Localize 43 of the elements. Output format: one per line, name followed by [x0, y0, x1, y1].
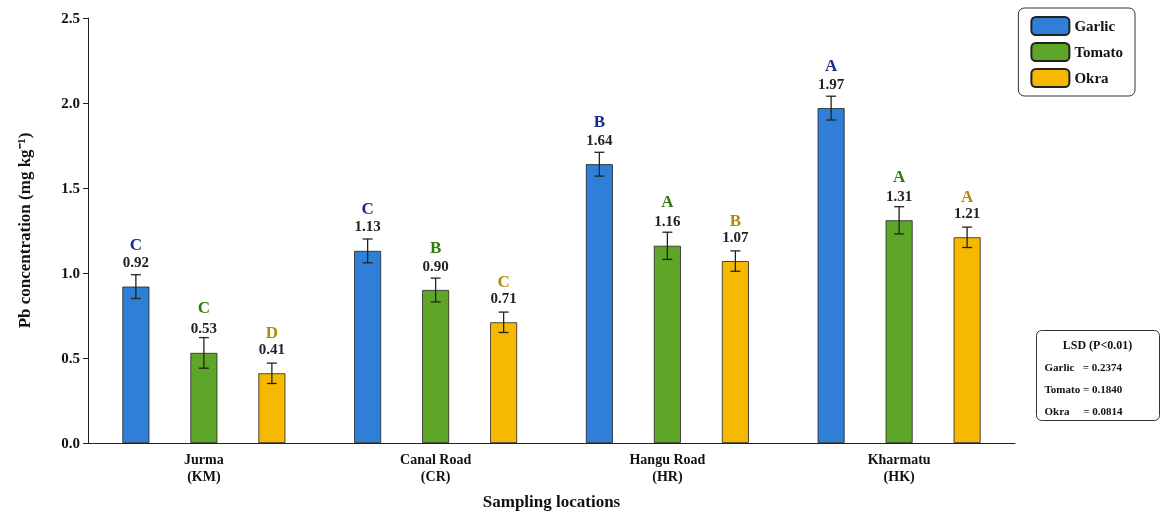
x-tick-label: Hangu Road (HR): [629, 452, 706, 485]
annotation: D: [265, 323, 279, 343]
data-label: 0.71: [490, 289, 517, 306]
annotation: A: [824, 56, 838, 76]
legend-label: Garlic: [1074, 18, 1116, 34]
data-label: 0.92: [122, 254, 149, 271]
data-label: 1.64: [586, 131, 613, 148]
data-label: 1.21: [954, 204, 981, 221]
x-tick-label: Canal Road (CR): [400, 452, 472, 485]
y-tick-label: 1.5: [61, 180, 80, 196]
y-axis-title: Pb concentration (mg kg⁻¹): [15, 132, 34, 329]
annotation: B: [593, 112, 606, 132]
annotation: C: [197, 297, 211, 317]
annotation: C: [129, 234, 143, 254]
data-label: 1.31: [886, 187, 913, 204]
legend-label: Tomato: [1074, 44, 1124, 60]
data-label: 1.07: [722, 228, 749, 245]
annotation: B: [429, 238, 442, 258]
x-tick-label: Kharmatu (HK): [867, 452, 931, 485]
data-label: 0.41: [258, 340, 285, 357]
text: Okra = 0.0814: [1044, 404, 1124, 417]
y-tick-label: 0.5: [61, 350, 80, 366]
y-tick-label: 2.0: [61, 95, 80, 111]
text: Garlic = 0.2374: [1044, 360, 1123, 373]
annotation: C: [497, 272, 510, 292]
data-label: 0.90: [422, 257, 449, 274]
annotation: A: [960, 187, 974, 207]
text: Tomato = 0.1840: [1044, 382, 1123, 395]
x-axis-title: Sampling locations: [482, 492, 621, 511]
data-label: 1.16: [654, 213, 681, 230]
annotation: A: [661, 192, 675, 212]
x-tick-label: Jurma (KM): [184, 452, 224, 485]
y-tick-label: 0.0: [61, 435, 80, 451]
annotation: B: [729, 210, 742, 230]
annotation: A: [892, 166, 906, 186]
annotation: C: [361, 199, 374, 218]
data-label: 1.97: [818, 75, 845, 92]
data-label: 0.53: [190, 320, 217, 337]
y-tick-label: 2.5: [61, 10, 80, 26]
data-label: 1.13: [354, 218, 381, 235]
legend-label: Okra: [1074, 70, 1110, 86]
text: LSD (P<0.01): [1062, 337, 1133, 352]
y-tick-label: 1.0: [61, 265, 80, 281]
